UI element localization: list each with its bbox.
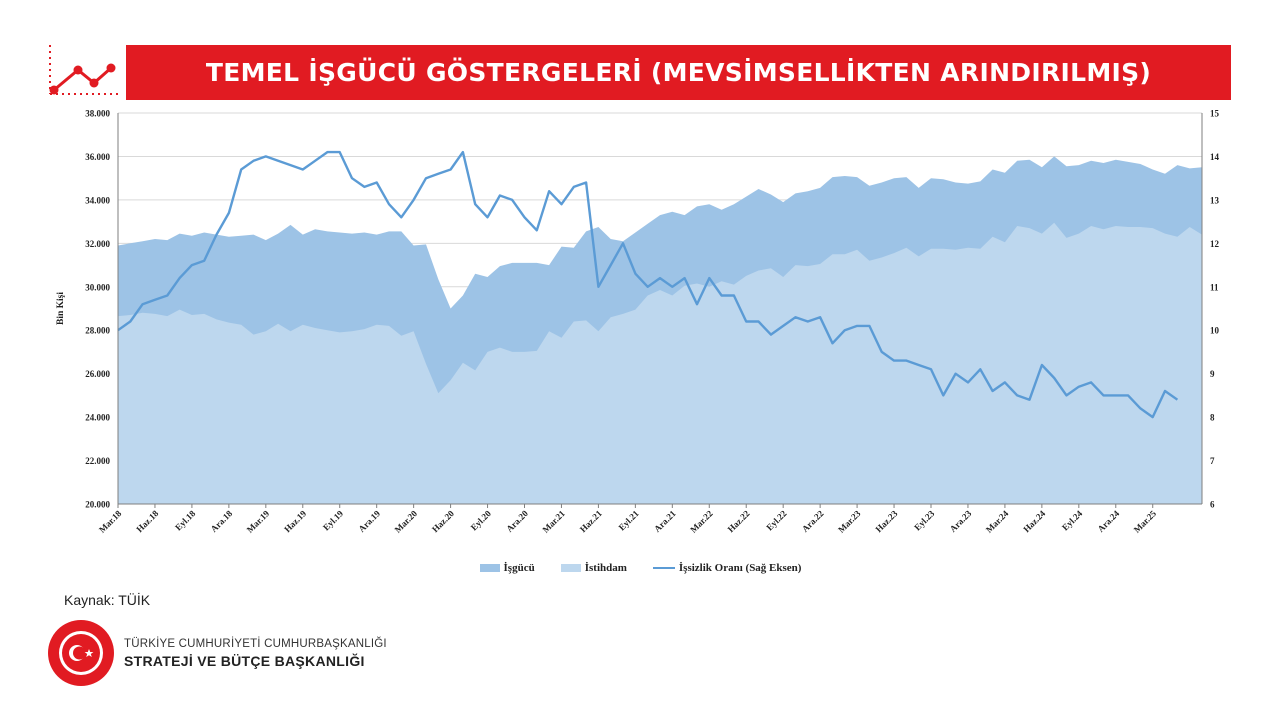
sbb-seal-icon [48,620,114,686]
x-tick-label: Haz.21 [578,508,604,534]
labor-chart: 20.000 22.000 24.000 26.000 28.000 30.000 32.0… [56,109,1220,535]
y-tick-label: 26.000 [85,369,110,379]
x-tick-label: Mar.23 [836,508,863,535]
legend-swatch-unemployment [652,567,675,569]
x-tick-label: Haz.20 [430,508,456,534]
org-block: TÜRKİYE CUMHURİYETİ CUMHURBAŞKANLIĞI STR… [46,618,387,690]
x-tick-label: Mar.19 [245,508,272,535]
y-axis-title: Bin Kişi [56,292,66,325]
org-line-1: TÜRKİYE CUMHURİYETİ CUMHURBAŞKANLIĞI [124,638,387,650]
y-tick-label: 34.000 [85,195,110,205]
y-tick-label: 38.000 [85,109,110,119]
trend-chart-icon [49,45,120,95]
x-tick-label: Ara.19 [356,508,382,534]
x-tick-label: Ara.24 [1096,508,1122,534]
legend-swatch-employment [560,564,581,572]
x-tick-label: Haz.24 [1021,508,1047,534]
y2-tick-label: 15 [1210,109,1220,119]
x-tick-label: Ara.21 [652,508,678,534]
y-tick-label: 30.000 [85,282,110,292]
x-tick-label: Mar.18 [97,508,124,535]
x-tick-label: Haz.22 [726,508,752,534]
y2-tick-label: 9 [1210,369,1215,379]
y2-tick-label: 13 [1210,195,1220,205]
x-tick-label: Mar.20 [393,508,420,535]
y-tick-label: 24.000 [85,413,110,423]
y2-tick-label: 7 [1210,456,1215,466]
y2-tick-label: 11 [1210,282,1219,292]
title-banner: TEMEL İŞGÜCÜ GÖSTERGELERİ (MEVSİMSELLİKT… [126,45,1231,100]
org-line-2: STRATEJİ VE BÜTÇE BAŞKANLIĞI [124,653,365,669]
legend-item-unemployment: İşsizlik Oranı (Sağ Eksen) [652,562,802,574]
x-tick-label: Ara.23 [948,508,974,534]
x-tick-label: Eyl.22 [764,508,789,533]
y2-tick-label: 12 [1210,239,1220,249]
legend-label-employment: İstihdam [584,562,627,574]
y2-tick-label: 6 [1210,500,1215,510]
x-tick-label: Ara.18 [209,508,235,534]
y2-tick-label: 14 [1210,152,1220,162]
x-tick-label: Haz.18 [134,508,160,534]
y-tick-label: 32.000 [85,239,110,249]
page-title: TEMEL İŞGÜCÜ GÖSTERGELERİ (MEVSİMSELLİKT… [205,58,1152,87]
legend-item-employment: İstihdam [560,562,627,574]
x-tick-label: Haz.23 [873,508,899,534]
y2-tick-label: 8 [1210,413,1215,423]
y-tick-label: 20.000 [85,500,110,510]
employment-area [118,222,1202,504]
source-note: Kaynak: TÜİK [64,592,151,608]
x-tick-label: Eyl.24 [1060,508,1085,533]
x-tick-label: Eyl.23 [912,508,937,533]
y2-tick-label: 10 [1210,326,1220,336]
x-tick-label: Eyl.21 [617,508,642,533]
x-tick-label: Mar.22 [688,508,715,535]
legend-label-labor-force: İşgücü [503,562,535,574]
x-tick-label: Eyl.20 [469,508,494,533]
x-tick-label: Eyl.19 [321,508,346,533]
x-tick-label: Mar.24 [984,508,1011,535]
x-tick-label: Mar.21 [540,508,567,535]
x-tick-label: Ara.20 [504,508,530,534]
legend-item-labor-force: İşgücü [479,562,535,574]
x-tick-label: Ara.22 [800,508,826,534]
x-tick-label: Haz.19 [282,508,308,534]
x-tick-label: Eyl.18 [173,508,198,533]
y-tick-label: 36.000 [85,152,110,162]
unemployment-line [117,150,1179,419]
y-tick-label: 22.000 [85,456,110,466]
legend-label-unemployment: İşsizlik Oranı (Sağ Eksen) [678,562,802,574]
x-tick-label: Mar.25 [1132,508,1159,535]
y-tick-label: 28.000 [85,326,110,336]
legend-swatch-labor-force [479,564,500,572]
chart-legend: İşgücü İstihdam İşsizlik Oranı (Sağ Ekse… [0,562,1281,574]
